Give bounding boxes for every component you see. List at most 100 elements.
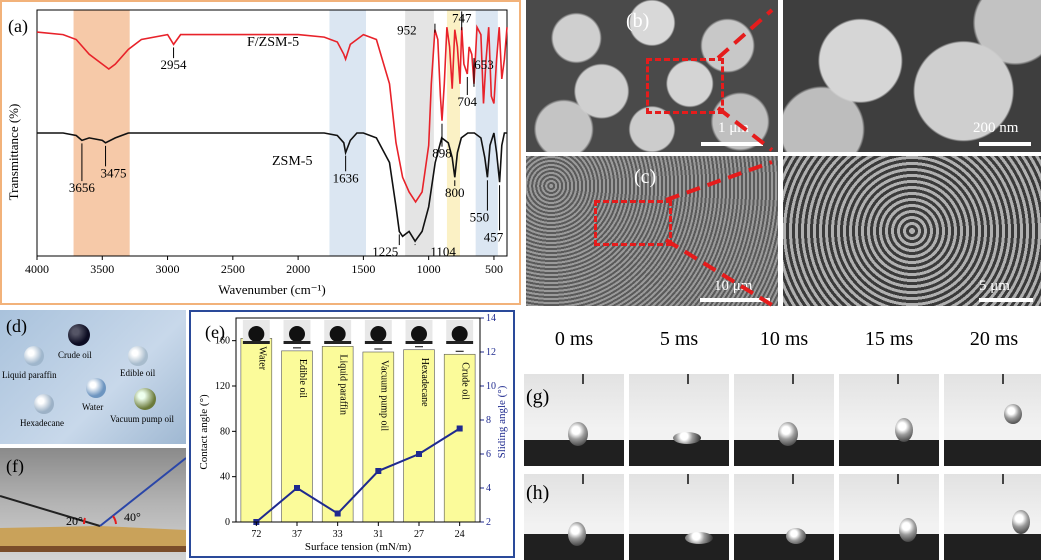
ftir-x-tick-label: 2000 (286, 262, 310, 276)
panel-a: 4000 3500 3000 2500 2000 1500 1000 500 2954 952 7… (0, 0, 521, 305)
bar-category-label-3: Vacuum pump oil (378, 360, 389, 431)
ftir-series-line-0 (36, 24, 508, 204)
bar-x-tick-label: 27 (414, 529, 424, 540)
bar-droplet-base-5 (446, 341, 474, 344)
scale-bar-c-right (979, 298, 1033, 302)
ftir-annotation-898: 898 (432, 146, 452, 161)
ftir-x-axis-label: Wavenumber (cm⁻¹) (218, 282, 326, 297)
ftir-band-3 (446, 10, 460, 256)
bar-droplet-2 (329, 326, 346, 342)
bar-y-right-tick-label: 8 (486, 415, 491, 426)
bar-x-tick-label: 33 (333, 529, 343, 540)
panel-e-label: (e) (205, 322, 225, 343)
bar-y-right-label: Sliding angle (°) (496, 385, 508, 458)
bar-x-tick-label: 31 (373, 529, 383, 540)
bar-plot-frame (235, 317, 481, 523)
time-label-0: 0 ms (554, 328, 594, 350)
series-label-zsm5: ZSM-5 (272, 154, 312, 169)
bar-4 (403, 349, 435, 523)
ftir-annotation-1104: 1104 (430, 244, 456, 259)
frame-g-1 (629, 374, 729, 466)
needle-h-1 (687, 474, 689, 484)
bar-y-right-tick-label: 14 (486, 313, 496, 324)
bounce-sequence: 0 ms 5 ms 10 ms 15 ms 20 ms (g) (h) (520, 310, 1041, 560)
panel-c-sem-left: (c) 10 μm (526, 156, 778, 306)
droplet-label-water: Water (82, 402, 104, 412)
frame-h-4 (944, 474, 1041, 560)
bar-y-right-tick-label: 2 (486, 517, 491, 528)
droplet-g-1 (673, 432, 701, 444)
panel-b-sem-right: 200 nm (783, 0, 1041, 152)
ftir-annotation-3656: 3656 (69, 180, 96, 195)
ftir-annotation-704: 704 (458, 94, 478, 109)
bar-y-left-tick-label: 120 (215, 381, 230, 392)
surface-g-1 (629, 440, 729, 466)
bar-y-left-tick-label: 160 (215, 336, 230, 347)
panel-g-label: (g) (526, 386, 550, 408)
bar-2 (321, 346, 354, 523)
ftir-annotation-550: 550 (470, 210, 490, 225)
droplet-h-0 (568, 522, 586, 546)
scale-text-b-right: 200 nm (973, 120, 1019, 136)
frame-h-1 (629, 474, 729, 560)
sliding-angle-point-2 (334, 510, 341, 517)
bar-x-tick-label: 37 (292, 529, 302, 540)
angle-label-left: 20° (66, 514, 83, 528)
bar-x-label: Surface tension (mN/m) (305, 541, 412, 553)
contact-angle-chart: Water Edible oil Liquid paraffin Vacuum pum… (198, 313, 508, 553)
ftir-annotation-1636: 1636 (333, 170, 360, 185)
time-label-3: 15 ms (864, 328, 914, 350)
ftir-x-tick-label: 3000 (156, 262, 180, 276)
droplet-vacuum-pump-oil (134, 388, 156, 410)
droplet-label-edible-oil: Edible oil (120, 368, 156, 378)
ftir-x-tick-label: 4000 (25, 262, 49, 276)
ftir-x-tick-label: 500 (485, 262, 503, 276)
bar-droplet-0 (248, 326, 265, 342)
bar-category-label-0: Water (256, 346, 267, 370)
panel-f-photo: (f) 20° 40° (0, 448, 186, 560)
bar-category-label-2: Liquid paraffin (338, 354, 349, 415)
needle-h-3 (897, 474, 899, 484)
sliding-angle-point-1 (294, 485, 300, 491)
bar-y-left-label: Contact angle (°) (198, 394, 210, 470)
ftir-x-tick-label: 1500 (351, 262, 375, 276)
surface-h-2 (734, 534, 834, 560)
bar-droplet-1 (289, 326, 305, 342)
ftir-band-0 (73, 10, 130, 256)
frame-g-4 (944, 374, 1041, 466)
bar-y-right-tick-label: 10 (486, 381, 496, 392)
scale-text-b-left: 1 μm (718, 120, 749, 136)
frame-h-0 (524, 474, 624, 560)
droplet-h-1 (685, 532, 713, 544)
frame-g-2 (734, 374, 834, 466)
panel-d-photo: (d) Crude oil Liquid paraffin Edible oil… (0, 310, 186, 444)
droplet-g-3 (895, 418, 913, 442)
bar-x-tick-label: 72 (251, 529, 261, 540)
bar-y-right-tick-label: 6 (486, 449, 491, 460)
droplet-g-0 (568, 422, 588, 446)
ftir-annotation-800: 800 (445, 185, 465, 200)
ftir-chart: 4000 3500 3000 2500 2000 1500 1000 500 2954 952 7… (6, 9, 508, 297)
droplet-h-3 (899, 518, 917, 542)
panel-a-label: (a) (8, 16, 28, 37)
surface-h-1 (629, 534, 729, 560)
frame-g-0 (524, 374, 624, 466)
needle-g-3 (897, 374, 899, 384)
scale-bar-b-left (701, 142, 763, 146)
scale-text-c-left: 10 μm (714, 278, 753, 294)
bar-3 (362, 351, 395, 523)
panel-h-label: (h) (526, 482, 550, 504)
panel-f-label: (f) (6, 456, 24, 476)
sliding-angle-point-4 (416, 451, 422, 457)
bar-droplet-base-0 (242, 341, 270, 344)
zoom-box-b (646, 58, 724, 114)
time-label-1: 5 ms (659, 328, 699, 350)
panel-e: Water Edible oil Liquid paraffin Vacuum pum… (189, 310, 515, 558)
needle-h-4 (1002, 474, 1004, 484)
bar-x-tick-label: 24 (455, 529, 465, 540)
scale-bar-c-left (700, 298, 770, 302)
zoom-box-c (594, 200, 672, 246)
droplet-g-2 (778, 422, 798, 446)
angle-label-right: 40° (124, 510, 141, 524)
panel-c-sem-right: 5 μm (783, 156, 1041, 306)
